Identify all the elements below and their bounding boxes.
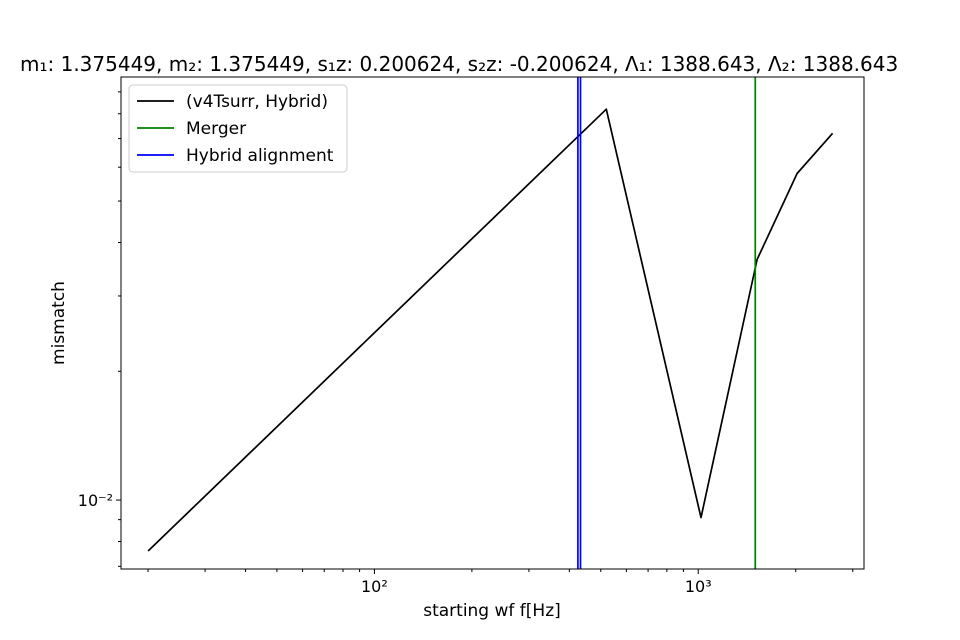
x-tick-label: 10³ xyxy=(685,577,712,596)
legend: (v4Tsurr, Hybrid) Merger Hybrid alignment xyxy=(128,84,348,173)
legend-label: Hybrid alignment xyxy=(186,146,334,166)
plot-area xyxy=(147,77,834,569)
x-axis-label: starting wf f[Hz] xyxy=(423,601,561,621)
x-axis: 10² 10³ xyxy=(147,569,854,596)
legend-label: (v4Tsurr, Hybrid) xyxy=(186,92,328,112)
chart-title: m₁: 1.375449, m₂: 1.375449, s₁z: 0.20062… xyxy=(20,52,898,76)
y-axis: 10⁻² xyxy=(78,91,121,567)
series-line xyxy=(147,108,834,552)
y-axis-label: mismatch xyxy=(49,281,69,365)
legend-box xyxy=(128,84,348,173)
y-tick-label: 10⁻² xyxy=(78,491,113,510)
x-tick-label: 10² xyxy=(361,577,388,596)
axes-frame xyxy=(120,76,865,570)
legend-label: Merger xyxy=(186,119,246,139)
